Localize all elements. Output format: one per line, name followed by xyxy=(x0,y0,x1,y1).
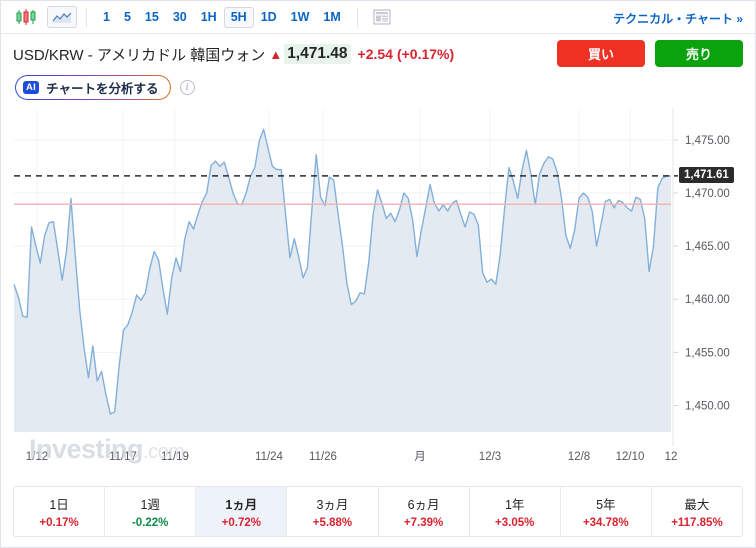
layout-panel-icon[interactable] xyxy=(367,6,397,28)
perf-value: +3.05% xyxy=(495,517,535,529)
timeframe-1m[interactable]: 1M xyxy=(323,9,341,24)
analyze-chart-label: チャートを分析する xyxy=(46,81,159,96)
price-direction-arrow: ▲ xyxy=(269,46,283,62)
instrument-header: USD/KRW - アメリカドル 韓国ウォン ▲ 1,471.48 +2.54 … xyxy=(1,38,755,70)
timeframe-5h[interactable]: 5H xyxy=(223,6,254,28)
last-price: 1,471.48 xyxy=(284,44,351,64)
timeframe-1w[interactable]: 1W xyxy=(290,9,310,24)
trade-buttons: 買い 売り xyxy=(557,40,743,67)
timeframe-30[interactable]: 30 xyxy=(172,9,187,24)
perf-label: 最大 xyxy=(684,498,710,512)
perf-cell-1w[interactable]: 1週 -0.22% xyxy=(105,487,197,536)
perf-label: 1年 xyxy=(504,498,525,512)
perf-cell-1d[interactable]: 1日 +0.17% xyxy=(14,487,106,536)
svg-text:1/12: 1/12 xyxy=(26,451,48,463)
line-chart-icon[interactable] xyxy=(47,6,77,28)
svg-text:11/24: 11/24 xyxy=(255,451,284,463)
timeframe-1d[interactable]: 1D xyxy=(260,9,277,24)
perf-value: +0.72% xyxy=(221,517,261,529)
current-price-tag: 1,471.61 xyxy=(679,166,734,183)
svg-text:12: 12 xyxy=(665,451,678,463)
price-change-percent: (+0.17%) xyxy=(396,46,455,62)
toolbar-divider-1 xyxy=(86,7,87,27)
perf-label: 1週 xyxy=(140,498,160,512)
analyze-chart-button[interactable]: AI チャートを分析する xyxy=(15,75,171,100)
svg-text:1,475.00: 1,475.00 xyxy=(685,135,730,147)
price-chart[interactable]: 1,475.00 1,470.00 1,465.00 1,460.00 1,455.00… xyxy=(1,104,755,469)
perf-value: -0.22% xyxy=(131,517,169,529)
perf-label: 1ヵ月 xyxy=(225,498,258,512)
buy-button[interactable]: 買い xyxy=(557,40,645,67)
sell-button[interactable]: 売り xyxy=(655,40,743,67)
ai-badge: AI xyxy=(23,80,40,94)
svg-text:12/10: 12/10 xyxy=(616,451,645,463)
svg-text:1,470.00: 1,470.00 xyxy=(685,188,730,200)
candlestick-icon[interactable] xyxy=(11,6,41,28)
perf-value: +7.39% xyxy=(403,517,444,529)
svg-text:12/3: 12/3 xyxy=(479,451,501,463)
info-icon[interactable]: i xyxy=(179,79,195,95)
svg-text:月: 月 xyxy=(414,451,426,463)
perf-cell-1y[interactable]: 1年 +3.05% xyxy=(470,487,561,536)
perf-cell-3mo[interactable]: 3ヵ月 +5.88% xyxy=(287,487,379,536)
chart-toolbar: 1 5 15 30 1H 5H 1D 1W 1M テクニカル・チャート » xyxy=(1,1,755,34)
svg-text:11/17: 11/17 xyxy=(109,451,137,463)
chart-reference-lines xyxy=(14,175,678,205)
perf-label: 3ヵ月 xyxy=(316,498,349,512)
svg-text:1,455.00: 1,455.00 xyxy=(685,347,730,359)
perf-cell-5y[interactable]: 5年 +34.78% xyxy=(561,487,652,536)
timeframe-15[interactable]: 15 xyxy=(144,9,159,24)
perf-label: 1日 xyxy=(49,498,69,512)
symbol-title: USD/KRW - アメリカドル 韓国ウォン xyxy=(13,46,266,64)
perf-value: +5.88% xyxy=(312,517,353,529)
timeframe-1[interactable]: 1 xyxy=(103,9,110,24)
svg-text:12/8: 12/8 xyxy=(568,451,590,463)
perf-cell-6mo[interactable]: 6ヵ月 +7.39% xyxy=(379,487,470,536)
timeframe-selector: 1 5 15 30 1H 5H 1D 1W 1M xyxy=(96,6,348,28)
perf-label: 5年 xyxy=(596,498,616,512)
ai-analysis-row: AI チャートを分析する i xyxy=(1,70,755,100)
chart-axis-labels: 1,475.00 1,470.00 1,465.00 1,460.00 1,455.00… xyxy=(26,108,730,463)
svg-text:11/19: 11/19 xyxy=(161,451,189,463)
toolbar-divider-2 xyxy=(356,7,358,27)
perf-label: 6ヵ月 xyxy=(407,498,440,512)
technical-chart-link[interactable]: テクニカル・チャート » xyxy=(613,12,743,26)
perf-cell-max[interactable]: 最大 +117.85% xyxy=(652,487,742,536)
perf-value: +34.78% xyxy=(582,517,629,529)
svg-text:11/26: 11/26 xyxy=(309,451,337,463)
performance-table: 1日 +0.17% 1週 -0.22% 1ヵ月 +0.72% 3ヵ月 +5.88… xyxy=(13,486,743,537)
chart-price-line xyxy=(13,128,671,415)
svg-text:1,460.00: 1,460.00 xyxy=(685,294,730,306)
price-change: +2.54 xyxy=(357,46,393,62)
perf-value: +117.85% xyxy=(671,517,723,529)
svg-text:1,450.00: 1,450.00 xyxy=(685,400,730,412)
timeframe-1h[interactable]: 1H xyxy=(200,9,217,24)
svg-text:1,465.00: 1,465.00 xyxy=(685,241,730,253)
perf-cell-1mo[interactable]: 1ヵ月 +0.72% xyxy=(196,487,288,536)
timeframe-5[interactable]: 5 xyxy=(123,9,131,24)
chart-canvas[interactable]: 1,475.00 1,470.00 1,465.00 1,460.00 1,455.00… xyxy=(1,104,756,469)
perf-value: +0.17% xyxy=(39,517,79,529)
